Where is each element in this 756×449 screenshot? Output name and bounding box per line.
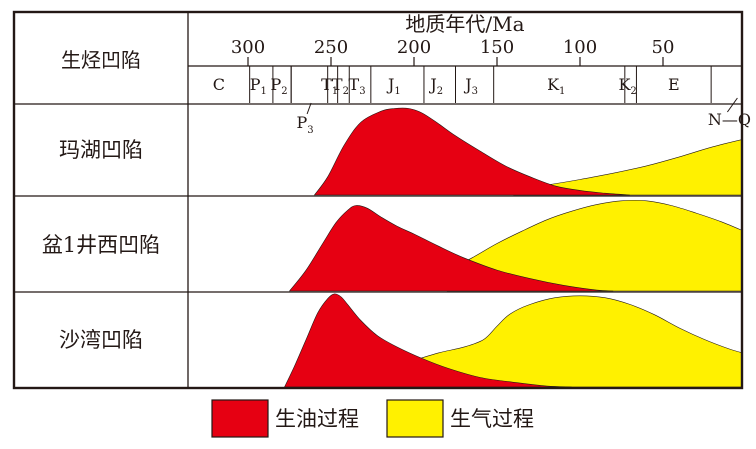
- header-label: 生烃凹陷: [61, 48, 141, 72]
- nq-leader: [726, 97, 738, 113]
- legend: 生油过程 生气过程: [211, 399, 534, 438]
- period-sub: 2: [281, 86, 287, 97]
- period-name: J: [428, 75, 436, 94]
- period-name: T: [321, 75, 332, 94]
- period-name: E: [668, 75, 680, 94]
- period-label: P1: [250, 75, 267, 97]
- period-label: E: [668, 75, 680, 94]
- chart-frame: [12, 10, 744, 390]
- period-sub: 1: [394, 86, 400, 97]
- period-sub: 3: [472, 86, 478, 97]
- outer-border: [12, 10, 744, 390]
- labels-layer: 300 250 200 150 100 50 生烃凹陷 地质年代/Ma 玛湖凹陷盆1井西凹陷沙湾…: [42, 12, 751, 352]
- tick-label-100: 100: [563, 37, 597, 58]
- oil-area-row-3: [284, 293, 572, 388]
- period-sub: 2: [630, 86, 636, 97]
- period-label: K1: [547, 75, 565, 97]
- period-name: T: [349, 75, 360, 94]
- oil-area-row-2: [288, 205, 614, 292]
- period-label: T3: [349, 75, 366, 97]
- period-label: C: [213, 75, 225, 94]
- period-name: J: [463, 75, 471, 94]
- p3-sub: 3: [307, 125, 313, 136]
- legend-label-oil: 生油过程: [275, 407, 359, 431]
- period-name: P: [250, 75, 261, 94]
- plot-area: [284, 107, 742, 388]
- axis-title: 地质年代/Ma: [405, 12, 524, 36]
- period-sub: 1: [559, 86, 565, 97]
- period-label: J3: [463, 75, 478, 97]
- tick-label-200: 200: [397, 37, 431, 58]
- tick-label-300: 300: [231, 37, 265, 58]
- legend-label-gas: 生气过程: [450, 407, 534, 431]
- period-sub: 1: [260, 86, 266, 97]
- gas-area-row-1: [513, 139, 742, 196]
- tick-label-250: 250: [314, 37, 348, 58]
- gas-area-row-2: [446, 199, 742, 292]
- period-sub: 2: [343, 86, 349, 97]
- tick-label-50: 50: [652, 37, 675, 58]
- period-name: P: [270, 75, 281, 94]
- period-name: J: [386, 75, 394, 94]
- tick-label-150: 150: [480, 37, 514, 58]
- legend-swatch-gas: [386, 399, 444, 438]
- period-label: T2: [332, 75, 349, 97]
- p3-leader: [306, 102, 312, 115]
- period-label: J1: [386, 75, 401, 97]
- oil-area-row-1: [313, 107, 630, 196]
- period-label: T1: [321, 75, 338, 97]
- period-label: J2: [428, 75, 443, 97]
- p3-name: P: [297, 113, 308, 132]
- row-label-2: 盆1井西凹陷: [42, 233, 160, 257]
- period-name: K: [547, 75, 560, 94]
- legend-swatch-oil: [211, 399, 269, 438]
- period-label: K2: [618, 75, 636, 97]
- row-label-1: 玛湖凹陷: [59, 138, 143, 162]
- period-sub: 2: [437, 86, 443, 97]
- period-sub: 3: [359, 86, 365, 97]
- nq-callout: N—Q: [708, 110, 751, 129]
- period-name: T: [332, 75, 343, 94]
- period-sub: 1: [332, 86, 338, 97]
- period-label: P2: [270, 75, 287, 97]
- row-label-3: 沙湾凹陷: [59, 328, 143, 352]
- period-name: K: [618, 75, 631, 94]
- gas-area-row-3: [413, 295, 742, 388]
- p3-callout: P3: [297, 113, 314, 136]
- curves-layer: [284, 107, 742, 388]
- period-name: C: [213, 75, 225, 94]
